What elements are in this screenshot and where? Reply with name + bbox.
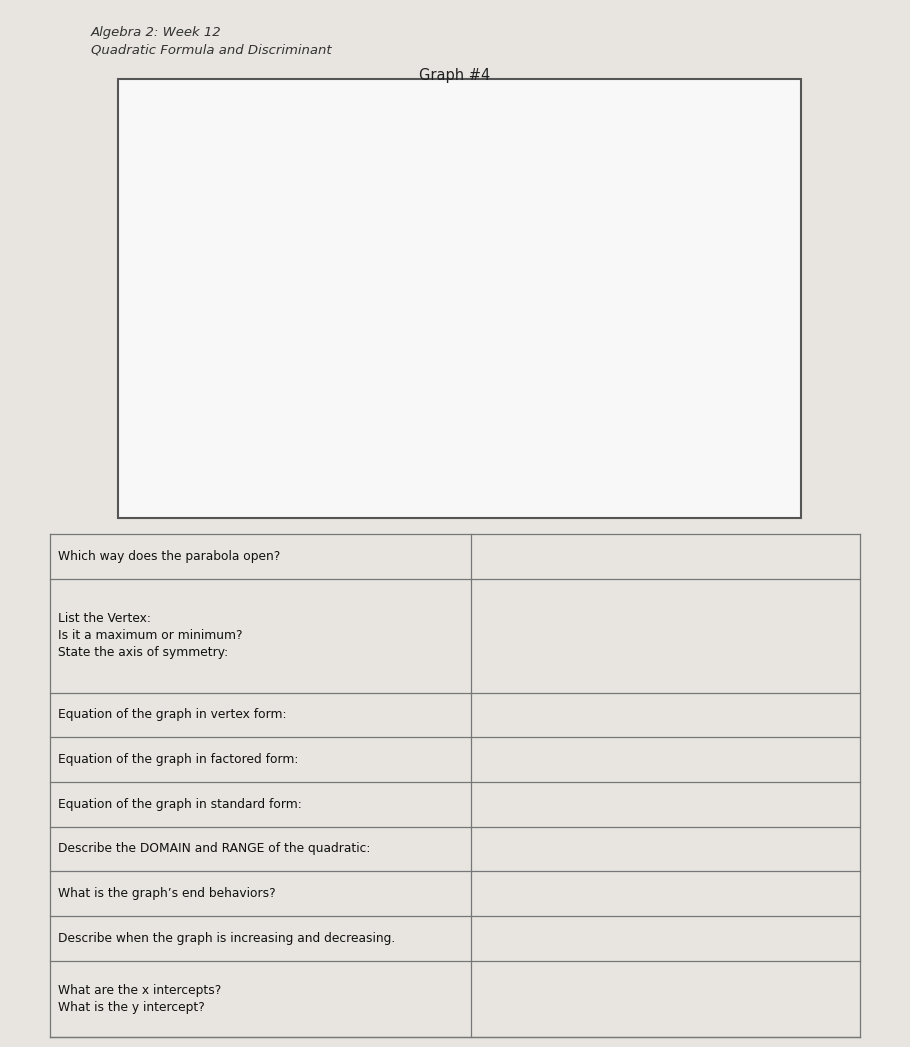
Text: 4: 4 xyxy=(601,130,609,142)
Text: Which way does the parabola open?: Which way does the parabola open? xyxy=(58,550,280,563)
Text: (0, 0): (0, 0) xyxy=(628,370,662,382)
Text: Describe when the graph is increasing and decreasing.: Describe when the graph is increasing an… xyxy=(58,932,396,944)
Text: -4: -4 xyxy=(243,360,255,373)
Text: List the Vertex:
Is it a maximum or minimum?
State the axis of symmetry:: List the Vertex: Is it a maximum or mini… xyxy=(58,612,243,660)
Text: Equation of the graph in factored form:: Equation of the graph in factored form: xyxy=(58,753,298,766)
Text: 2: 2 xyxy=(601,235,609,247)
Text: 2: 2 xyxy=(751,360,758,373)
Text: Algebra 2: Week 12: Algebra 2: Week 12 xyxy=(91,26,222,39)
Text: -2: -2 xyxy=(411,360,423,373)
Text: (-4, 0): (-4, 0) xyxy=(222,370,259,382)
Text: -2: -2 xyxy=(601,444,612,456)
Text: What is the graph’s end behaviors?: What is the graph’s end behaviors? xyxy=(58,887,276,900)
Text: -3: -3 xyxy=(328,360,339,373)
Text: (-2, 4): (-2, 4) xyxy=(354,110,392,124)
Text: Equation of the graph in standard form:: Equation of the graph in standard form: xyxy=(58,798,302,810)
Text: Graph #4: Graph #4 xyxy=(420,68,490,83)
Text: Quadratic Formula and Discriminant: Quadratic Formula and Discriminant xyxy=(91,44,331,57)
Text: -1: -1 xyxy=(496,360,508,373)
Text: Describe the DOMAIN and RANGE of the quadratic:: Describe the DOMAIN and RANGE of the qua… xyxy=(58,843,370,855)
Text: Equation of the graph in vertex form:: Equation of the graph in vertex form: xyxy=(58,709,287,721)
Text: What are the x intercepts?
What is the y intercept?: What are the x intercepts? What is the y… xyxy=(58,983,221,1013)
Text: 1: 1 xyxy=(666,360,673,373)
